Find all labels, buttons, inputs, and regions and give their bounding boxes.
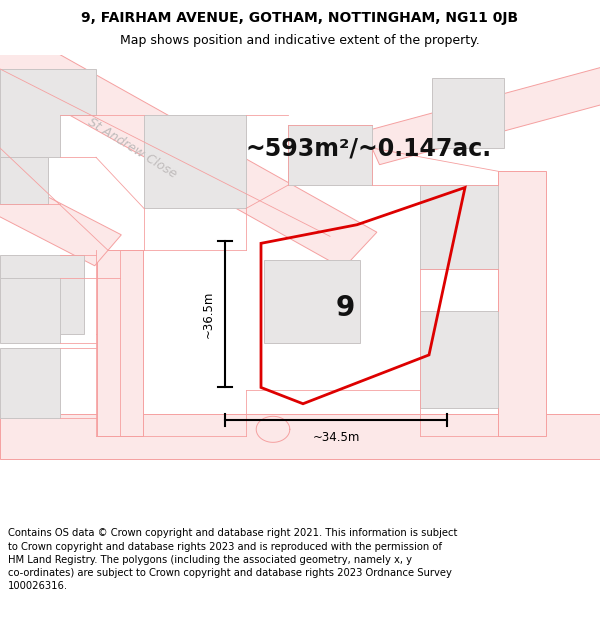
Polygon shape	[288, 125, 372, 185]
Polygon shape	[0, 278, 60, 343]
Polygon shape	[264, 259, 360, 343]
Text: ~593m²/~0.147ac.: ~593m²/~0.147ac.	[246, 136, 492, 160]
Polygon shape	[0, 14, 377, 268]
Polygon shape	[420, 185, 498, 269]
Text: Map shows position and indicative extent of the property.: Map shows position and indicative extent…	[120, 34, 480, 48]
Polygon shape	[0, 179, 121, 266]
Polygon shape	[144, 116, 246, 209]
Text: Contains OS data © Crown copyright and database right 2021. This information is : Contains OS data © Crown copyright and d…	[8, 528, 457, 591]
Polygon shape	[364, 62, 600, 164]
Polygon shape	[498, 171, 546, 436]
Polygon shape	[97, 250, 143, 436]
Polygon shape	[256, 416, 290, 442]
Polygon shape	[432, 78, 504, 148]
Text: ~34.5m: ~34.5m	[313, 431, 359, 444]
Polygon shape	[0, 255, 84, 334]
Text: 9: 9	[335, 294, 355, 322]
Text: ~36.5m: ~36.5m	[202, 291, 215, 338]
Text: 9, FAIRHAM AVENUE, GOTHAM, NOTTINGHAM, NG11 0JB: 9, FAIRHAM AVENUE, GOTHAM, NOTTINGHAM, N…	[82, 11, 518, 24]
Text: St Andrew Close: St Andrew Close	[85, 116, 179, 181]
Polygon shape	[0, 348, 60, 418]
Polygon shape	[0, 414, 600, 459]
Polygon shape	[0, 158, 48, 204]
Polygon shape	[420, 311, 498, 408]
Polygon shape	[0, 69, 96, 158]
